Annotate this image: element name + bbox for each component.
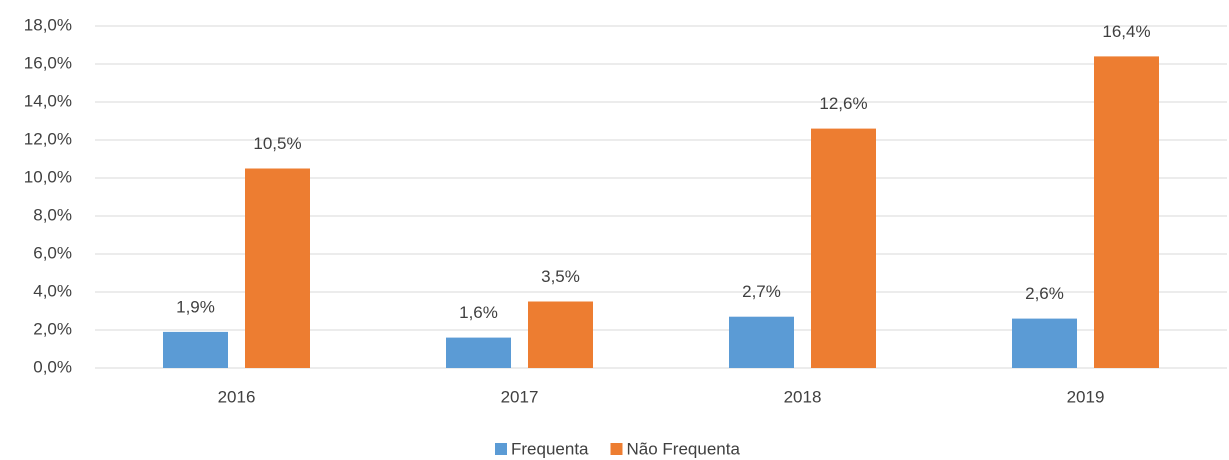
legend-swatch <box>495 443 507 455</box>
y-tick-label: 0,0% <box>33 357 72 376</box>
x-tick-label: 2016 <box>218 387 256 406</box>
bar <box>163 331 228 368</box>
x-tick-label: 2019 <box>1067 387 1105 406</box>
y-tick-label: 6,0% <box>33 243 72 262</box>
legend-label: Frequenta <box>511 439 589 458</box>
bar <box>528 301 593 368</box>
bar <box>1012 318 1077 368</box>
data-label: 2,7% <box>742 282 781 301</box>
legend-swatch <box>610 443 623 455</box>
y-tick-label: 8,0% <box>33 205 72 224</box>
bar <box>1094 56 1159 369</box>
data-label: 2,6% <box>1025 284 1064 303</box>
legend-label: Não Frequenta <box>627 439 741 458</box>
x-tick-label: 2017 <box>501 387 539 406</box>
x-tick-label: 2018 <box>784 387 822 406</box>
bar <box>729 316 794 368</box>
data-label: 1,6% <box>459 303 498 322</box>
data-label: 10,5% <box>253 134 301 153</box>
bar <box>811 128 876 368</box>
data-label: 16,4% <box>1102 22 1150 41</box>
y-tick-label: 2,0% <box>33 319 72 338</box>
data-label: 1,9% <box>176 297 215 316</box>
y-tick-label: 10,0% <box>24 167 72 186</box>
data-label: 3,5% <box>541 267 580 286</box>
y-tick-label: 16,0% <box>24 53 72 72</box>
data-label: 12,6% <box>819 94 867 113</box>
y-tick-label: 12,0% <box>24 129 72 148</box>
y-tick-label: 18,0% <box>24 15 72 34</box>
y-tick-label: 4,0% <box>33 281 72 300</box>
bar <box>446 337 511 368</box>
bar <box>245 168 310 368</box>
y-tick-label: 14,0% <box>24 91 72 110</box>
